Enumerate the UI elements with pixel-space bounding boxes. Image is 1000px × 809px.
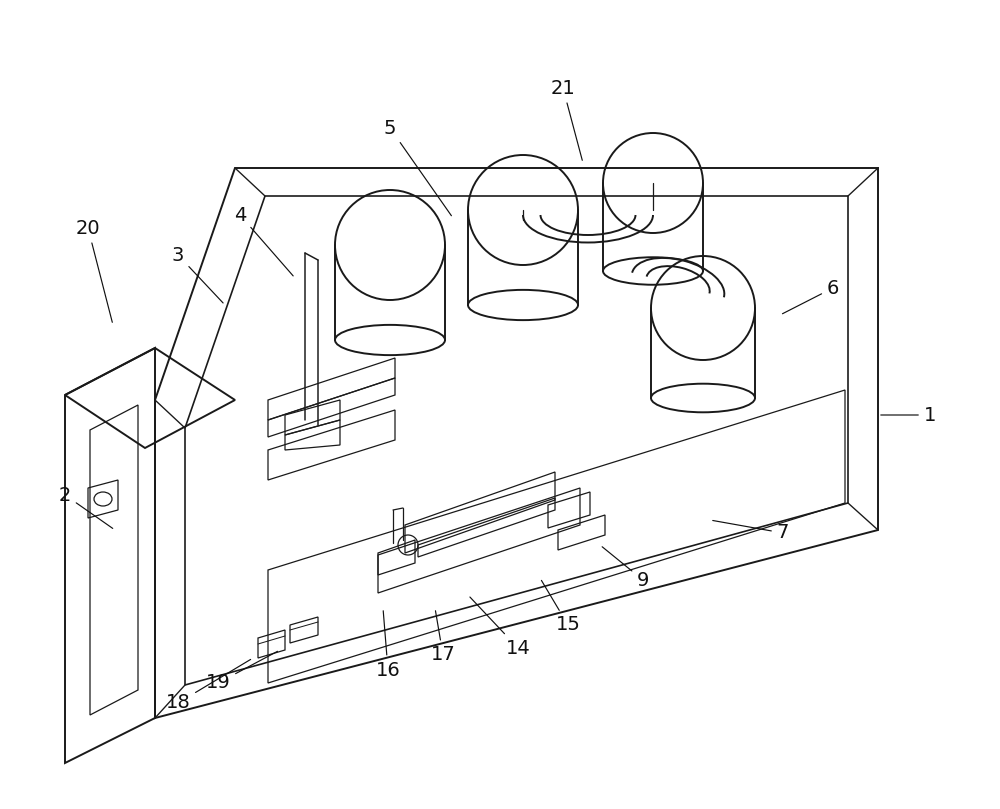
Text: 1: 1 (881, 405, 936, 425)
Text: 3: 3 (172, 245, 223, 303)
Text: 9: 9 (602, 547, 649, 590)
Text: 4: 4 (234, 205, 293, 276)
Text: 19: 19 (206, 651, 278, 693)
Text: 15: 15 (541, 580, 580, 634)
Text: 21: 21 (551, 78, 582, 160)
Text: 2: 2 (59, 485, 113, 528)
Text: 14: 14 (470, 597, 530, 658)
Text: 17: 17 (431, 611, 455, 664)
Text: 7: 7 (713, 520, 789, 543)
Text: 18: 18 (166, 659, 251, 713)
Text: 20: 20 (76, 218, 112, 322)
Text: 5: 5 (384, 118, 451, 216)
Text: 6: 6 (782, 278, 839, 314)
Text: 16: 16 (376, 611, 400, 680)
